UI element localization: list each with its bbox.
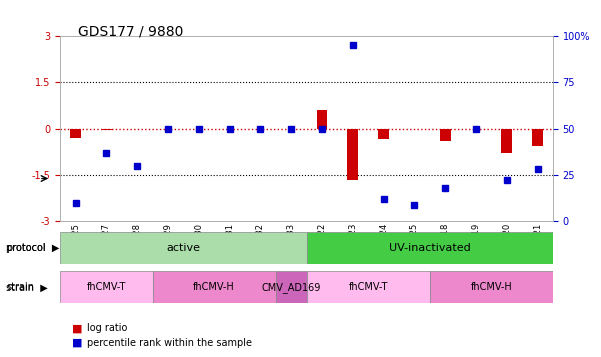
Text: ■: ■ xyxy=(72,338,82,348)
Text: fhCMV-T: fhCMV-T xyxy=(87,282,126,292)
FancyBboxPatch shape xyxy=(307,232,553,264)
Bar xyxy=(347,129,358,180)
FancyBboxPatch shape xyxy=(276,271,307,303)
Text: active: active xyxy=(166,243,200,253)
Bar xyxy=(378,129,389,139)
Bar xyxy=(70,129,81,138)
Bar xyxy=(440,129,451,141)
Text: protocol: protocol xyxy=(6,243,46,253)
Text: GDS177 / 9880: GDS177 / 9880 xyxy=(78,25,183,39)
FancyBboxPatch shape xyxy=(430,271,553,303)
Bar xyxy=(501,129,512,153)
FancyBboxPatch shape xyxy=(60,232,307,264)
FancyBboxPatch shape xyxy=(153,271,276,303)
Text: fhCMV-H: fhCMV-H xyxy=(194,282,235,292)
Bar xyxy=(317,110,328,129)
Text: UV-inactivated: UV-inactivated xyxy=(389,243,471,253)
Text: strain: strain xyxy=(6,282,34,292)
Text: ■: ■ xyxy=(72,323,82,333)
Text: percentile rank within the sample: percentile rank within the sample xyxy=(87,338,252,348)
FancyBboxPatch shape xyxy=(307,271,430,303)
Text: protocol  ▶: protocol ▶ xyxy=(6,243,59,253)
Text: fhCMV-T: fhCMV-T xyxy=(349,282,388,292)
FancyBboxPatch shape xyxy=(60,271,153,303)
Bar xyxy=(101,129,112,130)
Text: CMV_AD169: CMV_AD169 xyxy=(261,282,321,293)
Text: log ratio: log ratio xyxy=(87,323,127,333)
Text: fhCMV-H: fhCMV-H xyxy=(471,282,512,292)
Bar xyxy=(532,129,543,146)
Text: strain  ▶: strain ▶ xyxy=(6,282,47,292)
